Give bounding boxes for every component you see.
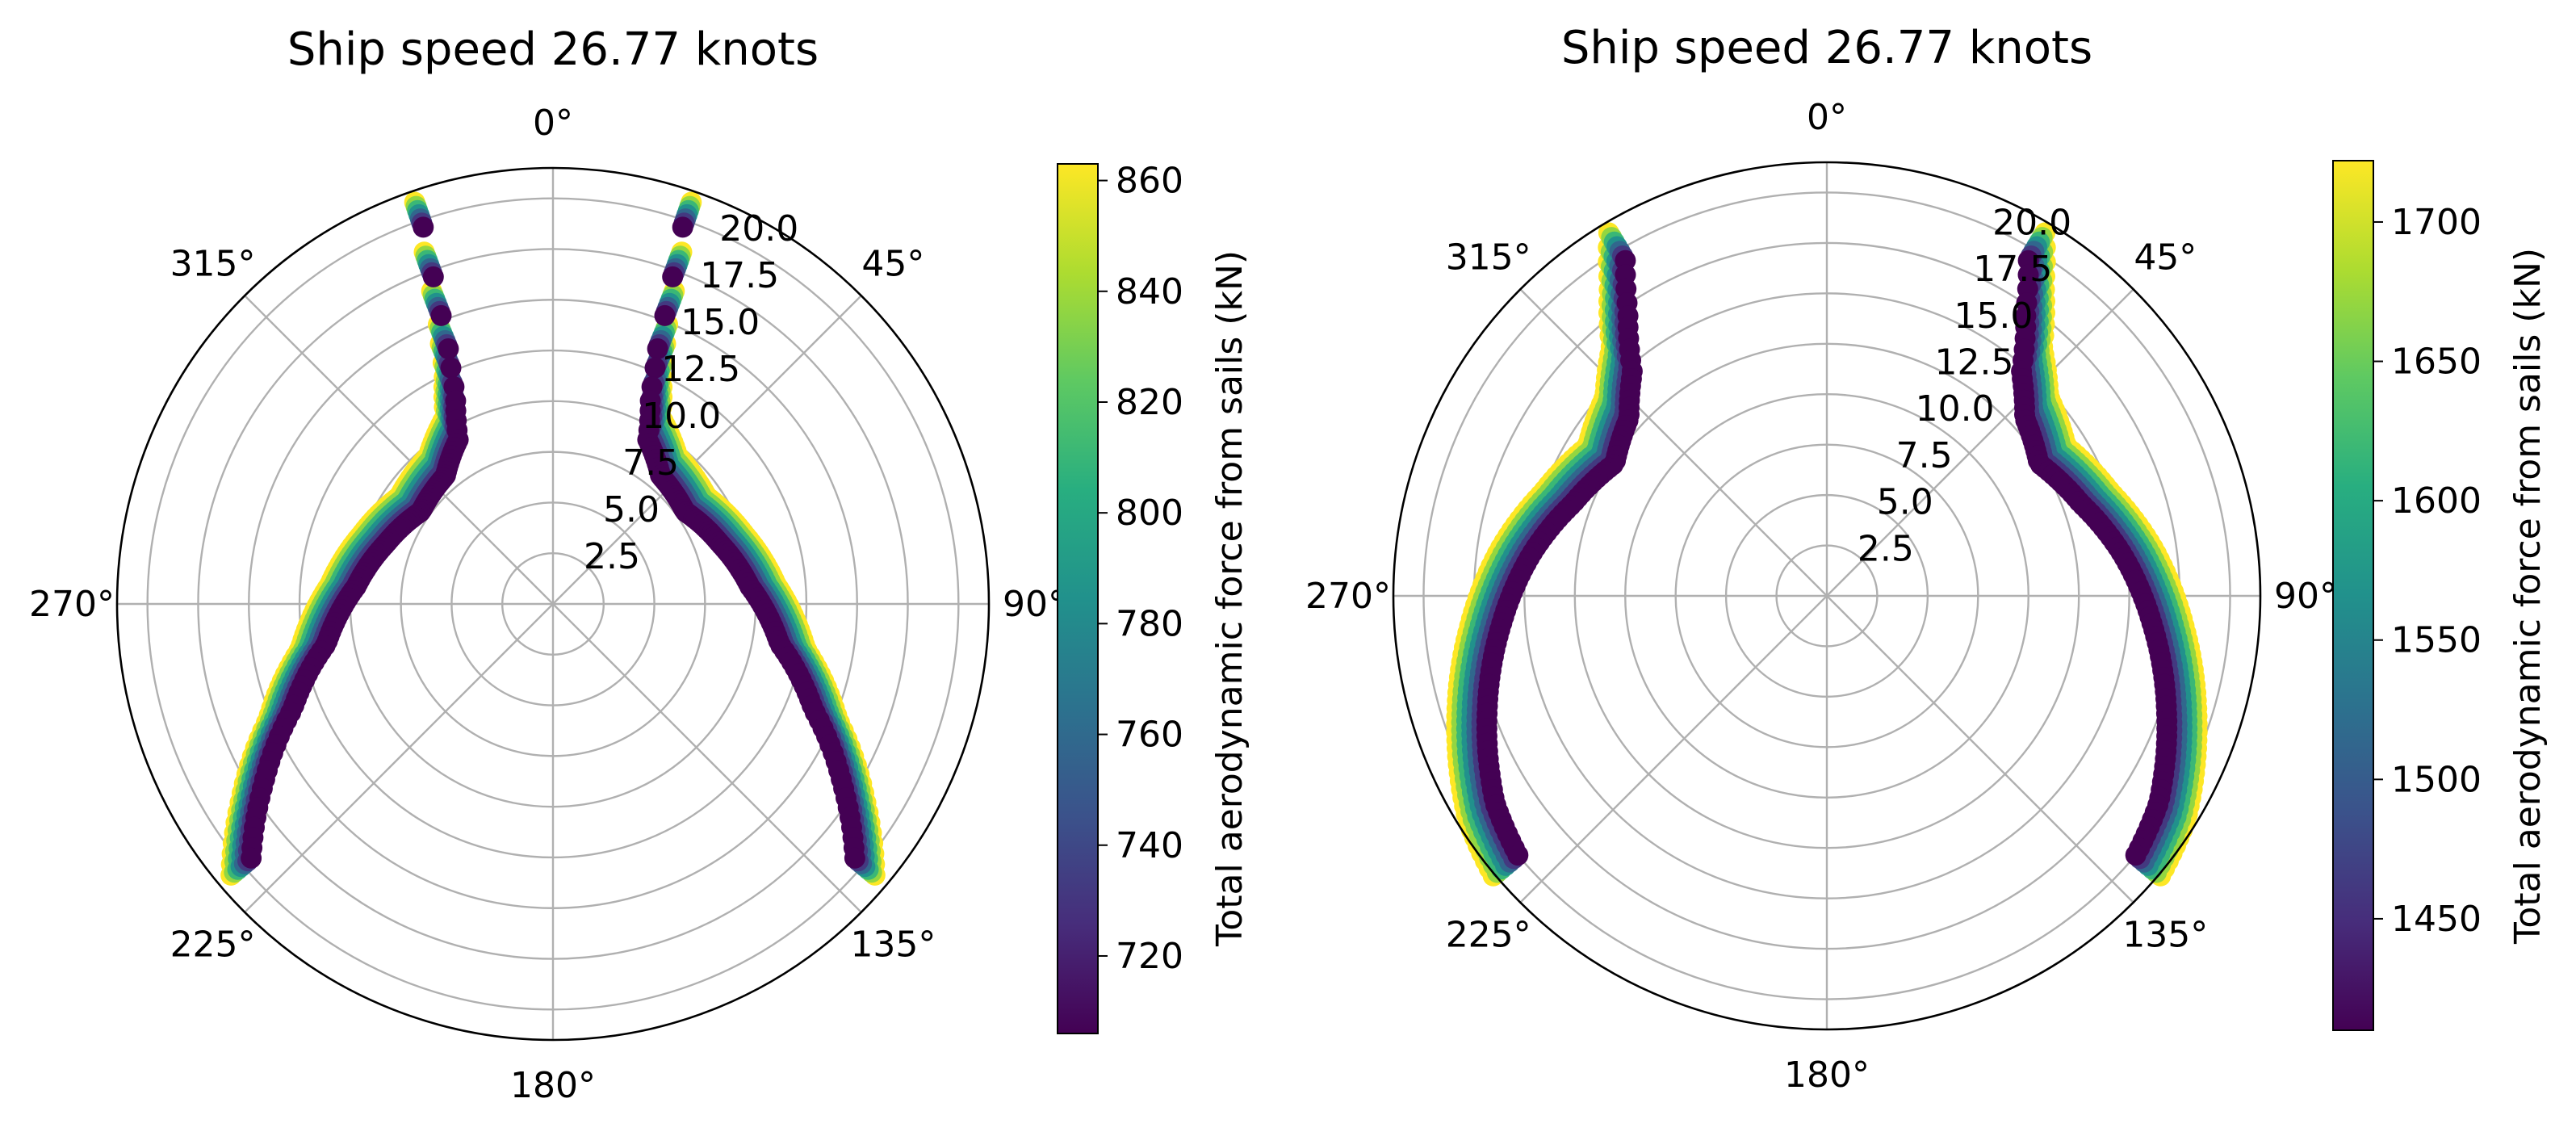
- colorbar-gradient: [2332, 160, 2374, 1031]
- radial-tick-label: 20.0: [719, 208, 798, 249]
- colorbar-label: Total aerodynamic force from sails (kN): [2507, 248, 2549, 945]
- scatter-marks: [1446, 222, 2208, 887]
- radial-tick-label: 7.5: [622, 442, 679, 484]
- scatter-point: [241, 847, 262, 869]
- chart-title: Ship speed 26.77 knots: [287, 23, 819, 76]
- angle-tick-label: 90°: [2274, 576, 2337, 617]
- scatter-point: [440, 357, 462, 379]
- scatter-point: [422, 266, 444, 287]
- scatter-point: [438, 338, 459, 359]
- angle-tick-label: 270°: [29, 584, 115, 625]
- grid-spoke: [552, 603, 862, 913]
- colorbar-tick-label: 860: [1116, 161, 1183, 202]
- colorbar-ticks: 1450 1500 1550 1600 1650 1700: [2373, 202, 2482, 940]
- scatter-point: [430, 304, 452, 326]
- colorbar-tick-label: 800: [1116, 493, 1183, 534]
- angle-tick-label: 45°: [2134, 237, 2197, 279]
- scatter-point: [644, 357, 666, 379]
- colorbar-tick-label: 1450: [2391, 899, 2482, 940]
- angle-tick-label: 270°: [1305, 576, 1391, 617]
- colorbar-tick-label: 720: [1116, 936, 1183, 977]
- angle-tick-label: 0°: [1807, 97, 1847, 138]
- radial-tick-label: 7.5: [1896, 435, 1953, 476]
- angle-tick-labels: 0° 45° 90° 135° 180° 225° 270° 315°: [29, 103, 1066, 1106]
- polar-grid: [1393, 162, 2260, 1029]
- colorbar-label: Total aerodynamic force from sails (kN): [1209, 250, 1250, 947]
- right-polar-chart: Ship speed 26.77 knots 2.5 5.0 7.5 10.012.5…: [1305, 22, 2549, 1096]
- angle-tick-label: 315°: [1446, 237, 1531, 279]
- scatter-point: [662, 266, 684, 287]
- colorbar-tick-label: 820: [1116, 382, 1183, 423]
- angle-tick-label: 225°: [1446, 914, 1531, 955]
- angle-tick-label: 135°: [2122, 914, 2208, 955]
- scatter-point: [654, 304, 676, 326]
- grid-spoke: [244, 295, 554, 605]
- colorbar-tick-label: 1700: [2391, 202, 2482, 243]
- grid-spoke: [1826, 595, 2134, 904]
- angle-tick-label: 45°: [861, 244, 924, 285]
- left-polar-chart: Ship speed 26.77 knots 2.5 5.0 7.5 10.0 12.5…: [29, 23, 1250, 1106]
- chart-title: Ship speed 26.77 knots: [1561, 22, 2092, 74]
- radial-tick-label: 15.0: [1954, 296, 2033, 337]
- radial-tick-label: 2.5: [1858, 528, 1914, 569]
- radial-tick-label: 5.0: [1877, 482, 1933, 523]
- radial-tick-labels: 2.5 5.0 7.5 10.0 12.5 15.0 17.5 20.0: [584, 208, 798, 577]
- polar-frame: [1392, 161, 2262, 1031]
- grid-spoke: [1826, 288, 2134, 597]
- colorbar-tick-label: 760: [1116, 715, 1183, 756]
- scatter-point: [413, 216, 434, 238]
- colorbar-tick-label: 740: [1116, 825, 1183, 866]
- radial-tick-label: 15.0: [681, 302, 760, 343]
- scatter-point: [1507, 845, 1529, 866]
- radial-tick-label: 5.0: [603, 489, 660, 530]
- colorbar: 1450 1500 1550 1600 1650 1700 Total aerodynam…: [2332, 160, 2549, 1031]
- colorbar: 720 740 760 780 800 820 840 860 Total aerodynam…: [1057, 161, 1250, 1034]
- colorbar-ticks: 720 740 760 780 800 820 840 860: [1098, 161, 1183, 977]
- grid-spoke: [552, 295, 862, 605]
- scatter-point: [672, 216, 693, 238]
- colorbar-gradient: [1057, 163, 1099, 1034]
- radial-tick-label: 2.5: [584, 536, 640, 577]
- colorbar-tick-label: 1500: [2391, 759, 2482, 800]
- radial-tick-label: 17.5: [700, 255, 779, 296]
- grid-spoke: [1519, 595, 1828, 904]
- scatter-marks: [220, 191, 886, 886]
- scatter-point: [647, 338, 668, 359]
- polar-frame: [115, 166, 991, 1042]
- scatter-point: [844, 847, 865, 869]
- radial-tick-label: 10.0: [1916, 388, 1995, 430]
- radial-tick-label: 12.5: [1934, 342, 2013, 384]
- angle-tick-labels: 0° 45° 90° 135° 180° 225° 270° 315°: [1305, 97, 2337, 1096]
- scatter-point: [2125, 845, 2147, 866]
- radial-tick-labels: 2.5 5.0 7.5 10.012.5 15.0 17.5 20.0: [1858, 202, 2071, 569]
- polar-grid: [117, 168, 989, 1040]
- colorbar-tick-label: 840: [1116, 271, 1183, 312]
- angle-tick-label: 315°: [170, 244, 256, 285]
- radial-tick-label: 10.0: [642, 396, 721, 437]
- radial-tick-label: 12.5: [661, 349, 740, 390]
- radial-tick-label: 20.0: [1992, 202, 2071, 243]
- radial-tick-label: 17.5: [1973, 249, 2052, 290]
- angle-tick-label: 135°: [850, 924, 936, 965]
- angle-tick-label: 0°: [533, 103, 573, 144]
- grid-spoke: [1519, 288, 1828, 597]
- angle-tick-label: 180°: [1784, 1054, 1870, 1096]
- angle-tick-label: 90°: [1003, 584, 1066, 625]
- grid-spoke: [244, 603, 554, 913]
- colorbar-tick-label: 780: [1116, 603, 1183, 644]
- colorbar-tick-label: 1600: [2391, 480, 2482, 522]
- colorbar-tick-label: 1650: [2391, 342, 2482, 383]
- angle-tick-label: 180°: [510, 1065, 596, 1106]
- angle-tick-label: 225°: [170, 924, 256, 965]
- colorbar-tick-label: 1550: [2391, 620, 2482, 661]
